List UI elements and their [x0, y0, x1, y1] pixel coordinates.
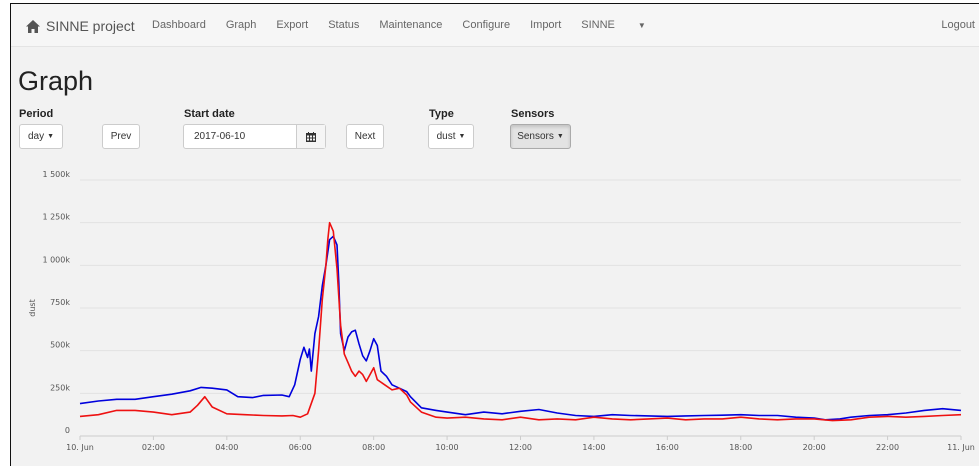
x-tick-label: 02:00: [142, 443, 165, 452]
page-title: Graph: [18, 66, 94, 96]
brand-link[interactable]: SINNE project: [26, 16, 135, 36]
y-tick-label: 1 250k: [42, 213, 70, 222]
x-tick-label: 10. Jun: [66, 443, 94, 452]
nav-export[interactable]: Export: [276, 19, 309, 31]
next-button[interactable]: Next: [346, 124, 384, 149]
prev-button[interactable]: Prev: [102, 124, 140, 149]
nav-links: Dashboard Graph Export Status Maintenanc…: [152, 19, 686, 31]
y-tick-label: 1 000k: [42, 255, 70, 264]
sensors-button-label: Sensors: [517, 131, 554, 142]
x-tick-label: 11. Jun: [947, 443, 975, 452]
nav-status[interactable]: Status: [328, 19, 360, 31]
y-tick-label: 500k: [50, 341, 70, 350]
series-line-2: [79, 221, 962, 422]
type-dropdown[interactable]: dust ▼: [428, 124, 474, 149]
start-date-value: 2017-06-10: [194, 131, 246, 142]
y-axis-title: dust: [28, 299, 37, 316]
x-tick-label: 04:00: [215, 443, 238, 452]
start-date-label: Start date: [184, 108, 235, 120]
caret-down-icon: ▼: [458, 133, 466, 140]
x-tick-label: 06:00: [289, 443, 312, 452]
x-tick-label: 12:00: [509, 443, 532, 452]
x-tick-label: 18:00: [729, 443, 752, 452]
y-tick-label: 1 500k: [42, 170, 70, 179]
nav-sinne-dropdown[interactable]: SINNE ▼: [581, 19, 666, 31]
nav-graph[interactable]: Graph: [225, 19, 257, 31]
caret-down-icon: ▼: [556, 133, 564, 140]
sensors-label: Sensors: [511, 108, 555, 120]
nav-maintenance[interactable]: Maintenance: [379, 19, 443, 31]
logout-link[interactable]: Logout: [941, 19, 975, 31]
start-date-field[interactable]: 2017-06-10: [183, 124, 326, 149]
x-tick-label: 08:00: [362, 443, 385, 452]
nav-dashboard[interactable]: Dashboard: [152, 19, 206, 31]
type-label: Type: [429, 108, 454, 120]
dust-line-chart: 0 250k 500k 750k 1 000k 1 250k 1 500k 10. Jun 02…: [28, 170, 975, 452]
x-tick-label: 14:00: [582, 443, 605, 452]
home-icon: [26, 19, 40, 33]
nav-import[interactable]: Import: [530, 19, 562, 31]
period-value: day: [27, 131, 45, 142]
x-tick-label: 22:00: [876, 443, 899, 452]
caret-down-icon: ▼: [637, 21, 646, 30]
x-tick-label: 10:00: [436, 443, 459, 452]
navbar: SINNE project Dashboard Graph Export Sta…: [11, 4, 979, 47]
brand-label: SINNE project: [46, 18, 135, 34]
series-line-1: [79, 235, 962, 421]
period-dropdown[interactable]: day ▼: [19, 124, 63, 149]
sensors-dropdown[interactable]: Sensors ▼: [510, 124, 571, 149]
x-tick-label: 20:00: [803, 443, 826, 452]
x-tick-label: 16:00: [656, 443, 679, 452]
nav-configure[interactable]: Configure: [462, 19, 511, 31]
y-tick-label: 750k: [50, 298, 70, 307]
nav-sinne-label: SINNE: [581, 19, 615, 31]
caret-down-icon: ▼: [47, 133, 55, 140]
calendar-icon[interactable]: [296, 125, 325, 148]
app-frame: SINNE project Dashboard Graph Export Sta…: [10, 3, 979, 466]
period-label: Period: [19, 108, 54, 120]
y-tick-label: 250k: [50, 383, 70, 392]
y-tick-label: 0: [65, 426, 70, 435]
type-value: dust: [436, 131, 456, 142]
